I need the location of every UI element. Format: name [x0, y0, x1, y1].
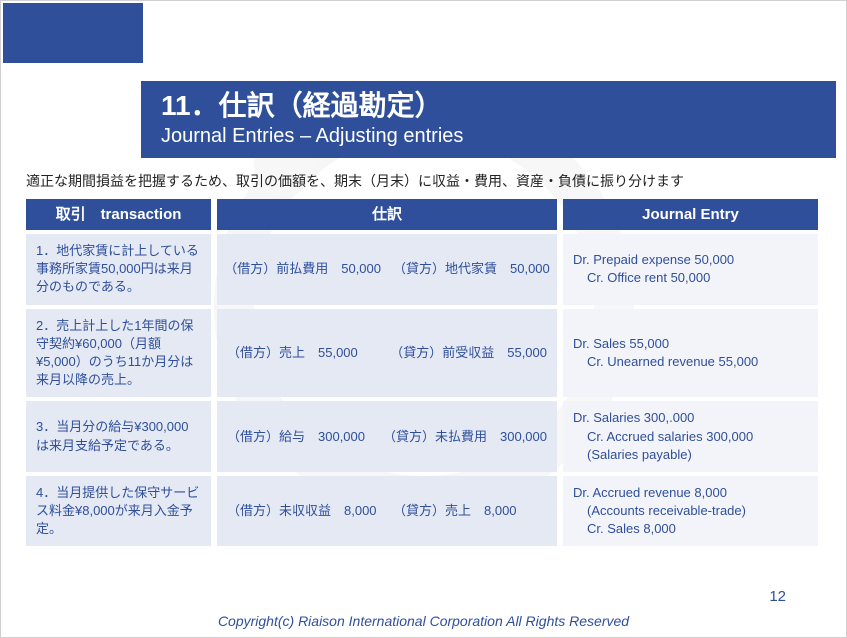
- hdr-transaction: 取引 transaction: [26, 199, 211, 230]
- en-line: Cr. Unearned revenue 55,000: [573, 353, 808, 371]
- jp-debit: （借方）給与 300,000: [227, 428, 371, 446]
- jp-credit: （貸方）地代家賃 50,000: [393, 260, 550, 278]
- table-row: 1．地代家賃に計上している事務所家賃50,000円は来月分のものである。 （借方…: [26, 234, 821, 305]
- cell-journal-en: Dr. Accrued revenue 8,000 (Accounts rece…: [563, 476, 818, 547]
- table-row: 4．当月提供した保守サービス料金¥8,000が来月入金予定。 （借方）未収収益 …: [26, 476, 821, 547]
- jp-debit: （借方）前払費用 50,000: [224, 260, 381, 278]
- cell-transaction: 2．売上計上した1年間の保守契約¥60,000（月額¥5,000）のうち11か月…: [26, 309, 211, 398]
- cell-journal-jp: （借方）前払費用 50,000 （貸方）地代家賃 50,000: [217, 234, 557, 305]
- jp-debit: （借方）未収収益 8,000: [227, 502, 381, 520]
- copyright: Copyright(c) Riaison International Corpo…: [1, 613, 846, 629]
- cell-transaction: 3．当月分の給与¥300,000は来月支給予定である。: [26, 401, 211, 472]
- en-line: Dr. Salaries 300,.000: [573, 409, 808, 427]
- cell-transaction: 1．地代家賃に計上している事務所家賃50,000円は来月分のものである。: [26, 234, 211, 305]
- page-number: 12: [769, 588, 786, 605]
- cell-journal-en: Dr. Sales 55,000 Cr. Unearned revenue 55…: [563, 309, 818, 398]
- en-line: (Accounts receivable-trade): [573, 502, 808, 520]
- en-line: (Salaries payable): [573, 446, 808, 464]
- title-main: 11．仕訳（経過勘定）: [161, 89, 816, 123]
- cell-journal-jp: （借方）未収収益 8,000 （貸方）売上 8,000: [217, 476, 557, 547]
- hdr-journal-jp: 仕訳: [217, 199, 557, 230]
- corner-accent: [3, 3, 143, 63]
- hdr-journal-en: Journal Entry: [563, 199, 818, 230]
- title-sub: Journal Entries – Adjusting entries: [161, 125, 816, 148]
- cell-transaction: 4．当月提供した保守サービス料金¥8,000が来月入金予定。: [26, 476, 211, 547]
- cell-journal-en: Dr. Prepaid expense 50,000 Cr. Office re…: [563, 234, 818, 305]
- slide: 11．仕訳（経過勘定） Journal Entries – Adjusting …: [0, 0, 847, 638]
- cell-journal-en: Dr. Salaries 300,.000 Cr. Accrued salari…: [563, 401, 818, 472]
- title-band: 11．仕訳（経過勘定） Journal Entries – Adjusting …: [141, 81, 836, 158]
- jp-debit: （借方）売上 55,000: [227, 344, 378, 362]
- en-line: Cr. Accrued salaries 300,000: [573, 428, 808, 446]
- cell-journal-jp: （借方）売上 55,000 （貸方）前受収益 55,000: [217, 309, 557, 398]
- en-line: Dr. Sales 55,000: [573, 335, 808, 353]
- en-line: Dr. Accrued revenue 8,000: [573, 484, 808, 502]
- table-row: 2．売上計上した1年間の保守契約¥60,000（月額¥5,000）のうち11か月…: [26, 309, 821, 398]
- jp-credit: （貸方）未払費用 300,000: [383, 428, 547, 446]
- en-line: Cr. Sales 8,000: [573, 520, 808, 538]
- table-row: 3．当月分の給与¥300,000は来月支給予定である。 （借方）給与 300,0…: [26, 401, 821, 472]
- cell-journal-jp: （借方）給与 300,000 （貸方）未払費用 300,000: [217, 401, 557, 472]
- jp-credit: （貸方）前受収益 55,000: [390, 344, 547, 362]
- en-line: Cr. Office rent 50,000: [573, 269, 808, 287]
- en-line: Dr. Prepaid expense 50,000: [573, 251, 808, 269]
- entries-table: 取引 transaction 仕訳 Journal Entry 1．地代家賃に計…: [26, 199, 821, 550]
- table-header-row: 取引 transaction 仕訳 Journal Entry: [26, 199, 821, 230]
- jp-credit: （貸方）売上 8,000: [393, 502, 547, 520]
- intro-text: 適正な期間損益を把握するため、取引の価額を、期末（月末）に収益・費用、資産・負債…: [26, 171, 821, 191]
